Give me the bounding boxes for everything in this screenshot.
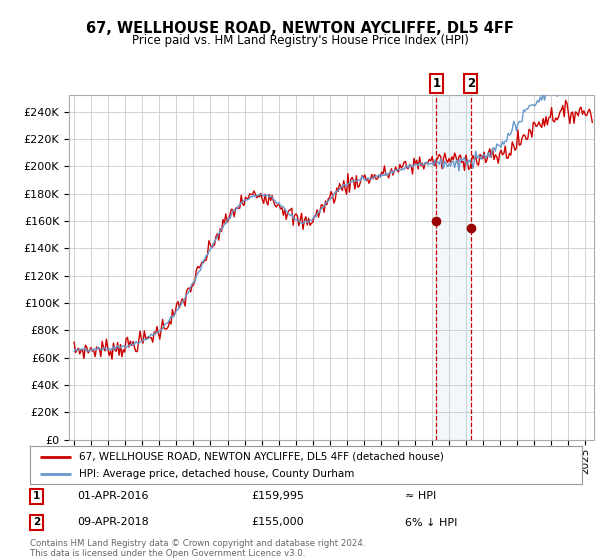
Text: 1: 1 (432, 77, 440, 90)
Text: 1: 1 (33, 491, 40, 501)
Text: 01-APR-2016: 01-APR-2016 (77, 491, 148, 501)
Text: ≈ HPI: ≈ HPI (406, 491, 437, 501)
Text: 2: 2 (467, 77, 475, 90)
Text: Contains HM Land Registry data © Crown copyright and database right 2024.
This d: Contains HM Land Registry data © Crown c… (30, 539, 365, 558)
Text: HPI: Average price, detached house, County Durham: HPI: Average price, detached house, Coun… (79, 469, 354, 479)
Text: £159,995: £159,995 (251, 491, 304, 501)
Text: 2: 2 (33, 517, 40, 528)
Text: 67, WELLHOUSE ROAD, NEWTON AYCLIFFE, DL5 4FF: 67, WELLHOUSE ROAD, NEWTON AYCLIFFE, DL5… (86, 21, 514, 36)
Text: Price paid vs. HM Land Registry's House Price Index (HPI): Price paid vs. HM Land Registry's House … (131, 34, 469, 46)
Text: 67, WELLHOUSE ROAD, NEWTON AYCLIFFE, DL5 4FF (detached house): 67, WELLHOUSE ROAD, NEWTON AYCLIFFE, DL5… (79, 451, 443, 461)
Text: 09-APR-2018: 09-APR-2018 (77, 517, 149, 528)
Text: 6% ↓ HPI: 6% ↓ HPI (406, 517, 458, 528)
Bar (436, 95, 471, 440)
Text: £155,000: £155,000 (251, 517, 304, 528)
